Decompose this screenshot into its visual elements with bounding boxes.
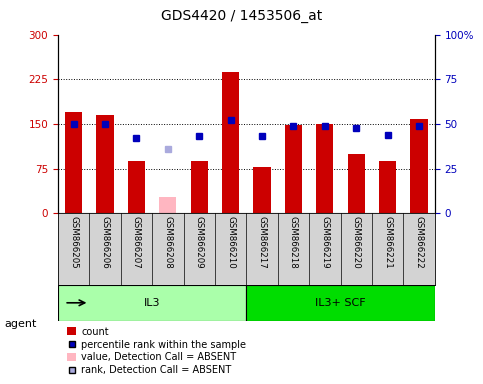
Text: agent: agent (5, 319, 37, 329)
Bar (159, 197, 176, 214)
Bar (246, 285, 435, 321)
Bar (222, 71, 239, 214)
Bar (411, 119, 427, 214)
Bar (128, 161, 145, 214)
Text: GDS4420 / 1453506_at: GDS4420 / 1453506_at (161, 9, 322, 23)
Bar (58, 285, 246, 321)
Text: IL3+ SCF: IL3+ SCF (315, 298, 366, 308)
Text: GSM866205: GSM866205 (69, 215, 78, 268)
Text: GSM866218: GSM866218 (289, 215, 298, 268)
Text: IL3: IL3 (144, 298, 160, 308)
Bar (65, 112, 82, 214)
Text: GSM866207: GSM866207 (132, 215, 141, 268)
Text: GSM866210: GSM866210 (226, 215, 235, 268)
Bar (97, 115, 114, 214)
Text: GSM866208: GSM866208 (163, 215, 172, 268)
Text: GSM866217: GSM866217 (257, 215, 267, 268)
Text: GSM866219: GSM866219 (320, 215, 329, 268)
Bar (191, 161, 208, 214)
Text: GSM866221: GSM866221 (383, 215, 392, 268)
Text: GSM866209: GSM866209 (195, 215, 204, 268)
Bar (254, 167, 270, 214)
Legend: count, percentile rank within the sample, value, Detection Call = ABSENT, rank, : count, percentile rank within the sample… (63, 323, 250, 379)
Bar (316, 124, 333, 214)
Bar (379, 161, 396, 214)
Text: GSM866222: GSM866222 (414, 215, 424, 268)
Bar (348, 154, 365, 214)
Bar (285, 125, 302, 214)
Text: GSM866206: GSM866206 (100, 215, 110, 268)
Text: GSM866220: GSM866220 (352, 215, 361, 268)
